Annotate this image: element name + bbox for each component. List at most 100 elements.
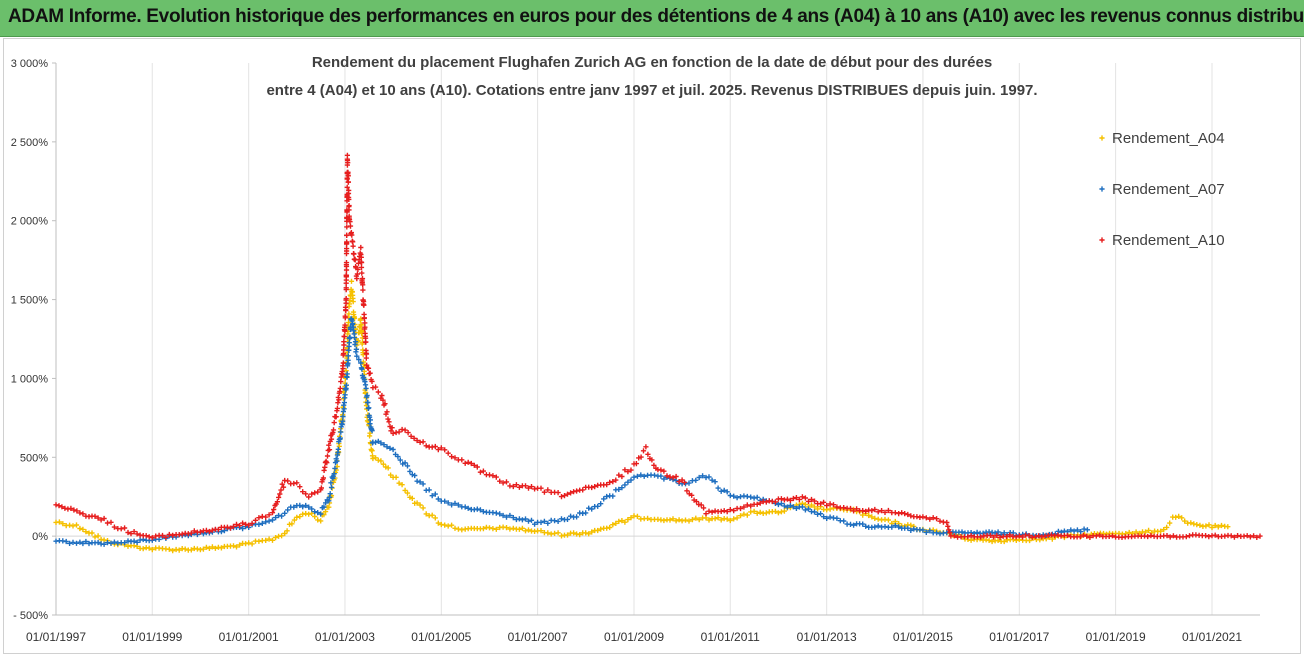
data-point xyxy=(709,509,715,515)
data-point xyxy=(693,477,699,483)
data-point xyxy=(818,501,824,507)
data-point xyxy=(386,419,392,425)
data-point xyxy=(411,435,417,441)
data-point xyxy=(249,520,255,526)
data-point xyxy=(510,525,516,531)
data-point xyxy=(754,494,760,500)
data-point xyxy=(342,315,348,321)
data-point xyxy=(872,524,878,530)
data-point xyxy=(927,528,933,534)
data-point xyxy=(818,511,824,517)
data-point xyxy=(131,529,137,535)
data-point xyxy=(362,324,368,330)
data-point xyxy=(285,478,291,484)
data-point xyxy=(354,353,360,359)
data-point xyxy=(346,203,352,209)
data-point xyxy=(744,512,750,518)
data-point xyxy=(522,528,529,534)
data-point xyxy=(731,516,737,522)
data-point xyxy=(359,270,365,276)
data-point xyxy=(718,488,724,494)
data-point xyxy=(586,531,592,537)
data-point xyxy=(336,397,342,403)
data-point xyxy=(763,499,769,505)
data-point xyxy=(269,537,276,543)
data-point xyxy=(359,259,365,266)
data-point xyxy=(218,529,224,535)
data-point xyxy=(610,493,616,499)
data-point xyxy=(827,514,833,520)
data-point xyxy=(230,543,237,549)
data-point xyxy=(649,457,655,463)
data-point xyxy=(396,429,402,435)
data-point xyxy=(634,473,640,479)
data-point xyxy=(507,512,513,519)
data-point xyxy=(449,454,455,460)
data-point xyxy=(166,546,172,552)
data-point xyxy=(426,487,432,493)
data-point xyxy=(510,483,516,490)
data-point xyxy=(143,533,149,539)
data-point xyxy=(1179,515,1185,521)
data-point xyxy=(256,521,262,527)
data-point xyxy=(641,473,647,479)
x-tick-label: 01/01/2019 xyxy=(1086,630,1146,644)
data-point xyxy=(306,511,312,517)
data-point xyxy=(80,511,86,517)
data-point xyxy=(379,392,385,399)
data-point xyxy=(300,489,306,495)
data-point xyxy=(203,527,209,533)
data-point xyxy=(698,502,704,508)
data-point xyxy=(70,523,76,529)
data-point xyxy=(607,479,613,485)
data-point xyxy=(790,495,796,502)
data-point xyxy=(56,503,62,509)
x-tick-label: 01/01/2001 xyxy=(219,630,279,644)
data-point xyxy=(435,447,441,453)
data-point xyxy=(741,511,747,517)
data-point xyxy=(393,474,399,480)
data-point xyxy=(209,527,215,533)
data-point xyxy=(408,433,414,439)
data-point xyxy=(338,429,344,435)
data-point xyxy=(140,546,146,552)
data-point xyxy=(358,254,364,260)
data-point xyxy=(889,524,895,530)
data-point xyxy=(851,508,857,514)
data-point xyxy=(323,500,329,506)
data-point xyxy=(420,481,426,487)
data-point xyxy=(727,507,733,513)
data-point xyxy=(598,526,604,532)
data-point xyxy=(344,371,350,377)
data-point xyxy=(882,509,888,515)
data-point xyxy=(834,515,840,521)
data-point xyxy=(344,248,350,254)
data-point xyxy=(616,518,622,524)
data-point xyxy=(340,418,346,424)
data-point xyxy=(968,537,974,543)
data-point xyxy=(125,529,131,536)
data-point xyxy=(146,534,152,540)
data-point xyxy=(449,502,455,508)
data-point xyxy=(344,152,350,158)
data-point xyxy=(390,430,396,436)
data-point xyxy=(111,539,117,545)
data-point xyxy=(273,515,279,521)
data-point xyxy=(709,477,715,483)
data-point xyxy=(360,287,366,293)
data-point xyxy=(927,516,933,522)
data-point xyxy=(847,521,854,527)
data-point xyxy=(991,534,997,540)
data-point xyxy=(206,545,212,551)
data-point xyxy=(589,529,595,535)
data-point xyxy=(122,540,128,546)
data-point xyxy=(320,475,326,481)
data-point xyxy=(326,447,333,453)
data-point xyxy=(1164,524,1170,530)
data-point xyxy=(405,430,411,436)
legend-marker xyxy=(1099,237,1105,243)
data-point xyxy=(827,501,833,507)
data-point xyxy=(821,499,827,505)
y-tick-label: 500% xyxy=(20,452,48,464)
data-point xyxy=(246,540,252,546)
